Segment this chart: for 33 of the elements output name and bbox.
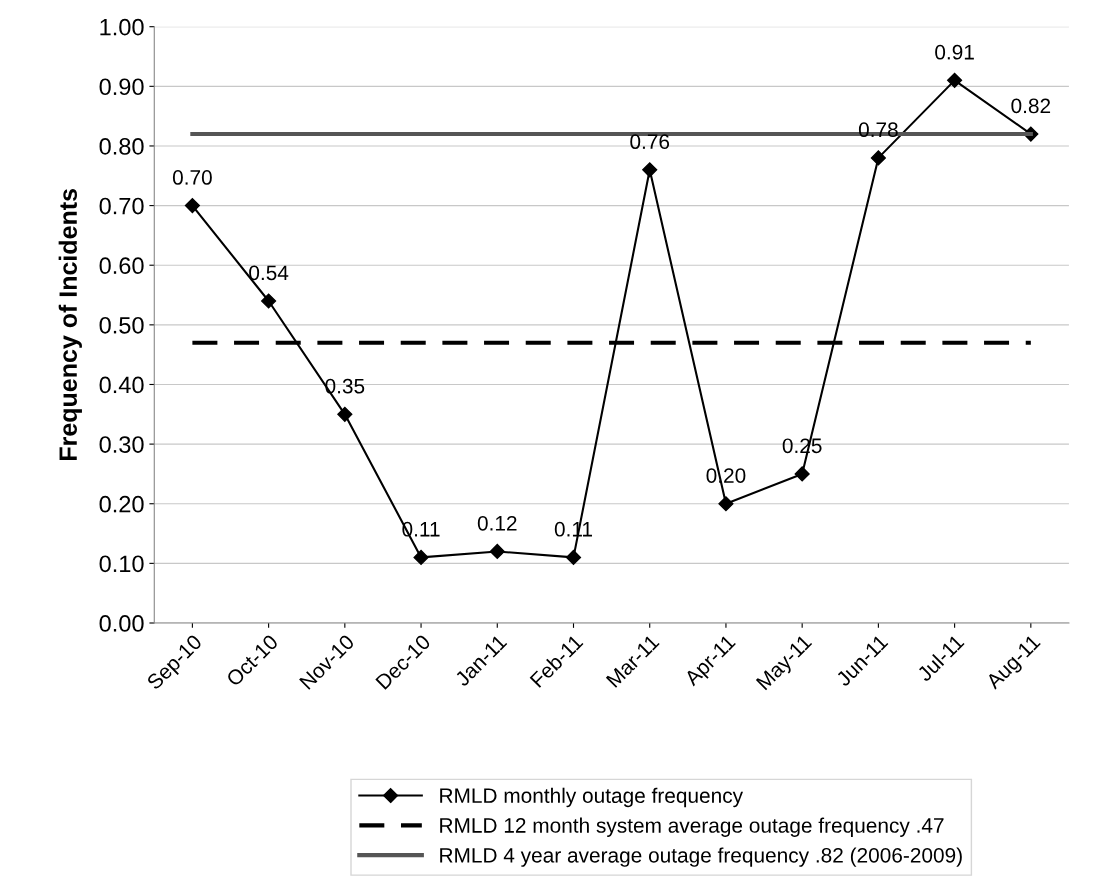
point <box>794 466 810 482</box>
point <box>947 72 963 88</box>
data-label: 0.76 <box>630 134 670 150</box>
data-label: 0.82 <box>1011 98 1051 114</box>
point <box>489 543 505 560</box>
point <box>413 549 429 565</box>
y-tick-label: 0.90 <box>99 78 144 96</box>
data-label: 0.12 <box>477 515 517 531</box>
point <box>642 162 658 178</box>
legend-label: RMLD 4 year average outage frequency .82 (2006-2009) <box>440 847 962 867</box>
legend-label: RMLD monthly outage frequency <box>440 787 744 808</box>
y-tick-label: 0.80 <box>99 138 144 155</box>
point <box>718 496 734 512</box>
data-label: 0.91 <box>935 44 974 60</box>
y-tick-label: 0.40 <box>99 376 144 394</box>
point <box>261 293 277 309</box>
point <box>565 549 582 565</box>
y-tick-label: 0.00 <box>99 615 144 632</box>
y-tick-label: 0.70 <box>99 197 144 215</box>
point <box>337 406 353 422</box>
y-tick-label: 0.60 <box>99 257 144 275</box>
y-axis-title: Frequency of Incidents <box>58 189 82 460</box>
data-label: 0.35 <box>325 378 365 394</box>
point <box>184 198 200 214</box>
y-tick-label: 0.50 <box>99 316 144 334</box>
y-tick-label: 1.00 <box>100 18 144 36</box>
y-tick-label: 0.10 <box>99 555 144 573</box>
y-tick-label: 0.20 <box>99 495 144 513</box>
data-label: 0.70 <box>172 170 212 185</box>
y-tick-label: 0.30 <box>99 436 144 453</box>
data-label: 0.54 <box>249 265 289 281</box>
legend-label: RMLD 12 month system average outage frequency .47 <box>440 817 944 837</box>
point <box>870 150 886 166</box>
